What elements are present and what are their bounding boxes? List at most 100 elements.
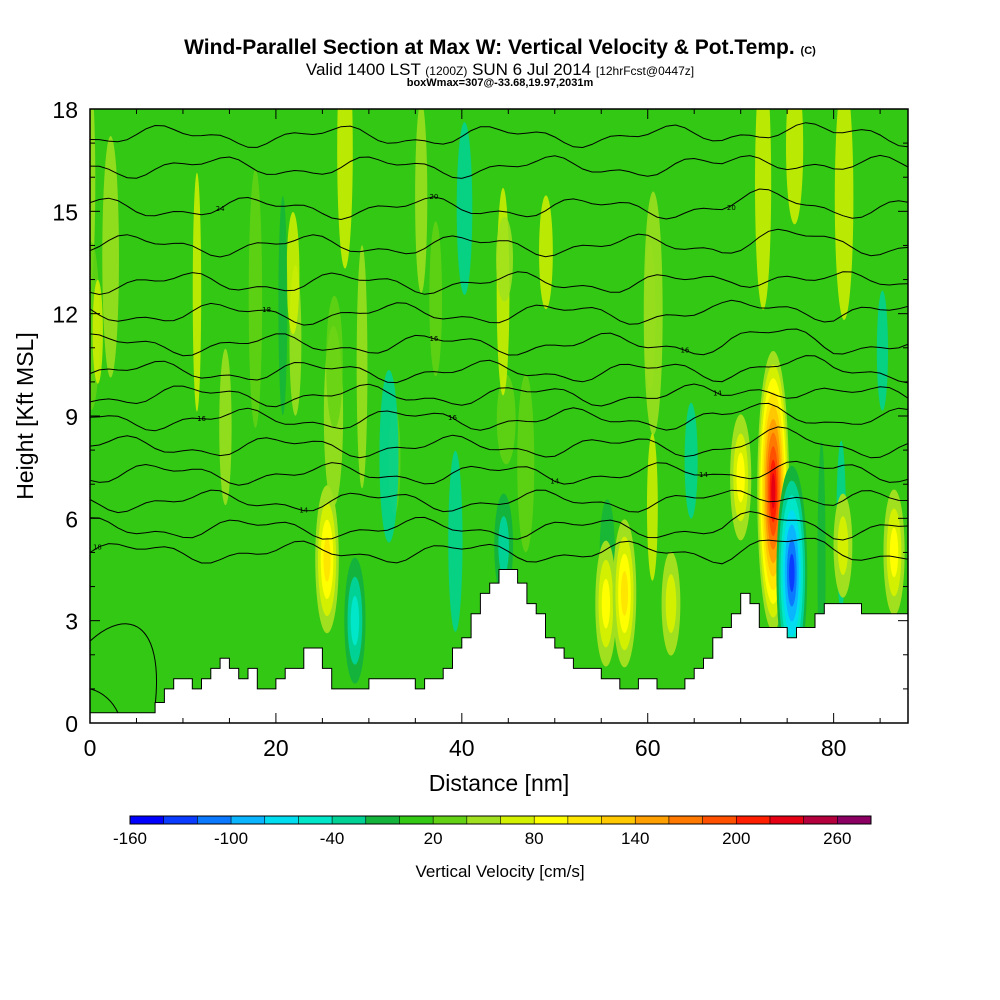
y-axis-label: Height [Kft MSL]	[12, 332, 38, 499]
field-streak	[646, 433, 658, 581]
field-streak	[278, 196, 288, 416]
field-streak	[680, 110, 693, 292]
contour-label: 18	[93, 544, 102, 552]
title-mark: (C)	[800, 45, 816, 57]
box-max-info: boxWmax=307@-33.68,19.97,2031m	[406, 77, 594, 89]
y-tick-label: 12	[52, 302, 78, 328]
field-streak	[337, 109, 353, 269]
x-tick-label: 40	[449, 735, 475, 761]
pot-temp-contour	[90, 328, 908, 357]
velocity-core-7	[789, 553, 795, 592]
field-streak	[248, 168, 263, 428]
velocity-core-3	[620, 571, 629, 616]
colorbar-tick-label: -40	[320, 829, 345, 848]
colorbar-swatch	[197, 816, 232, 824]
field-streak	[496, 216, 514, 302]
contour-label: 14	[550, 477, 559, 485]
contour-label: 16	[429, 335, 438, 343]
velocity-core-1	[350, 595, 360, 646]
colorbar-swatch	[668, 816, 703, 824]
pot-temp-contour	[90, 188, 908, 221]
field-streak	[219, 348, 232, 506]
pot-temp-contour	[90, 489, 908, 514]
field-streak	[102, 135, 119, 378]
pot-temp-contour	[90, 228, 908, 258]
plot-area: 18 14 14 14 16 16 14 16 16 18 24 20 20	[90, 109, 908, 723]
contour-label: 20	[429, 193, 438, 201]
contour-label: 16	[680, 346, 689, 354]
colorbar-swatch	[163, 816, 198, 824]
colorbar-swatch	[298, 816, 333, 824]
colorbar-swatch	[702, 816, 737, 824]
field-streak	[876, 290, 889, 411]
pot-temp-contour	[90, 122, 908, 149]
y-tick-label: 15	[52, 199, 78, 225]
colorbar-swatch	[635, 816, 670, 824]
colorbar-swatch	[803, 816, 838, 824]
colorbar-tick-label: -160	[113, 829, 147, 848]
colorbar-swatch	[500, 816, 535, 824]
chart-title: Wind-Parallel Section at Max W: Vertical…	[184, 36, 816, 59]
field-streak	[707, 442, 719, 536]
field-streak	[669, 260, 679, 506]
pot-temp-contour	[90, 510, 908, 541]
surface-contour	[90, 623, 157, 706]
pot-temp-contour	[90, 426, 908, 459]
colorbar-swatch	[365, 816, 400, 824]
velocity-core-0	[323, 536, 331, 582]
pot-temp-contour	[90, 154, 908, 179]
surface-contour	[90, 688, 119, 713]
y-tick-label: 0	[65, 711, 78, 737]
velocity-core-2	[601, 578, 611, 629]
field-streak	[429, 221, 443, 377]
colorbar-swatch	[736, 816, 771, 824]
colorbar-tick-label: 260	[823, 829, 851, 848]
field-streak	[356, 245, 368, 489]
pot-temp-contour	[90, 383, 908, 408]
subtitle-date: SUN 6 Jul 2014	[472, 60, 592, 79]
velocity-core-6	[771, 473, 776, 509]
y-tick-label: 18	[52, 97, 78, 123]
field-streak	[755, 109, 772, 310]
colorbar-swatch	[130, 816, 164, 824]
field-layer: 18 14 14 14 16 16 14 16 16 18 24 20 20	[90, 109, 908, 723]
field-streak	[415, 109, 428, 293]
field-streak	[326, 295, 343, 429]
field-streak	[643, 191, 663, 435]
velocity-core-4	[665, 574, 677, 634]
contour-label: 20	[727, 204, 736, 212]
velocity-core-9	[889, 527, 899, 578]
y-tick-label: 9	[65, 404, 78, 430]
colorbar-tick-label: 140	[621, 829, 649, 848]
x-tick-label: 20	[263, 735, 289, 761]
field-streak	[92, 279, 103, 384]
colorbar-swatch	[567, 816, 602, 824]
field-streak	[115, 508, 125, 604]
axes: 0 20 40 60 80 0 3 6 9 12 15 18 Distance [nm] Height […	[12, 97, 909, 796]
pot-temp-contour	[90, 355, 908, 384]
colorbar-swatch	[837, 816, 872, 824]
field-streak	[286, 212, 300, 335]
field-streak	[379, 369, 399, 543]
colorbar-swatch	[264, 816, 299, 824]
field-streak	[517, 374, 535, 553]
field-streak	[684, 402, 698, 519]
y-tick-label: 3	[65, 609, 78, 635]
colorbar-tick-label: 200	[722, 829, 750, 848]
contour-label: 14	[699, 471, 708, 479]
colorbar-title: Vertical Velocity [cm/s]	[415, 862, 585, 881]
colorbar-swatch	[601, 816, 636, 824]
colorbar-tick-label: 20	[424, 829, 443, 848]
x-axis-label: Distance [nm]	[429, 770, 570, 796]
colorbar: -160 -100 -40 20 80 140 200 260	[113, 815, 872, 848]
colorbar-swatch	[534, 816, 569, 824]
contour-label: 14	[713, 389, 722, 397]
contour-label: 16	[448, 414, 457, 422]
colorbar-swatch	[399, 816, 434, 824]
colorbar-swatch	[466, 816, 501, 824]
contour-label: 18	[262, 306, 271, 314]
pot-temp-contour	[90, 460, 908, 486]
contour-label: 24	[216, 205, 225, 213]
x-tick-label: 0	[84, 735, 97, 761]
pot-temp-contour	[90, 402, 908, 432]
